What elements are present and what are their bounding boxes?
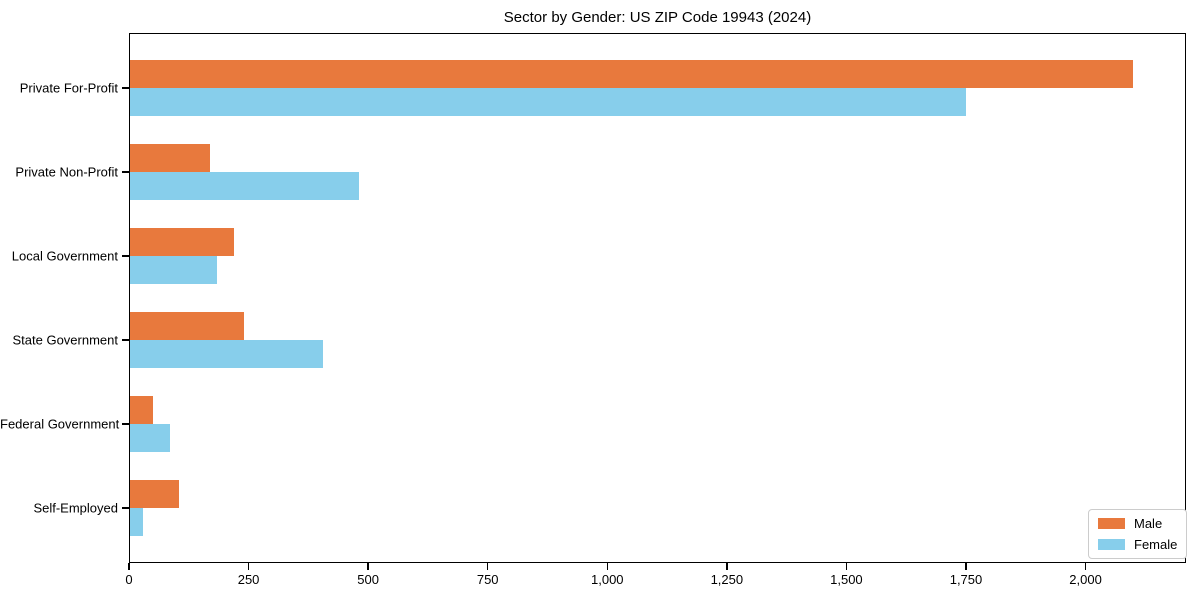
category-label-local-government: Local Government xyxy=(11,248,118,264)
y-tick-mark xyxy=(122,423,129,425)
x-tick-label-750: 750 xyxy=(476,572,499,587)
chart-title: Sector by Gender: US ZIP Code 19943 (202… xyxy=(503,9,812,26)
bar-female-federal-government xyxy=(129,424,170,452)
category-label-state-government: State Government xyxy=(12,332,119,348)
bar-female-self-employed xyxy=(129,508,144,536)
x-tick-mark xyxy=(606,563,609,570)
x-tick-mark xyxy=(965,563,967,570)
bar-male-local-government xyxy=(129,228,235,256)
y-tick-mark xyxy=(122,255,129,257)
y-tick-mark xyxy=(122,507,129,509)
legend-item-female: Female xyxy=(1098,537,1177,552)
y-tick-mark xyxy=(122,87,129,89)
x-tick-label-500: 500 xyxy=(357,572,379,587)
y-tick-mark xyxy=(122,171,129,173)
x-tick-mark xyxy=(726,563,728,570)
bar-male-private-for-profit xyxy=(129,60,1134,88)
legend-swatch-male xyxy=(1098,518,1125,529)
legend-item-male: Male xyxy=(1098,516,1177,531)
bar-male-state-government xyxy=(129,312,244,340)
x-tick-label-250: 250 xyxy=(237,572,260,587)
category-label-private-for-profit: Private For-Profit xyxy=(19,80,118,96)
x-tick-mark xyxy=(247,563,250,570)
bar-female-state-government xyxy=(129,340,323,368)
x-tick-label-1-750: 1,750 xyxy=(949,572,983,587)
category-label-private-non-profit: Private Non-Profit xyxy=(15,164,118,180)
x-tick-label-2-000: 2,000 xyxy=(1069,572,1102,587)
x-tick-label-1-250: 1,250 xyxy=(710,572,744,587)
bar-female-private-for-profit xyxy=(129,88,966,116)
x-tick-label-1-500: 1,500 xyxy=(830,572,863,587)
bar-female-local-government xyxy=(129,256,218,284)
x-tick-label-0: 0 xyxy=(125,572,133,587)
legend-label-female: Female xyxy=(1134,537,1178,552)
x-tick-mark xyxy=(1084,563,1087,570)
legend-label-male: Male xyxy=(1134,516,1163,531)
x-tick-mark xyxy=(367,563,369,570)
bar-male-self-employed xyxy=(129,480,180,508)
y-tick-mark xyxy=(122,339,129,341)
bar-male-private-non-profit xyxy=(129,144,211,172)
x-tick-label-1-000: 1,000 xyxy=(590,572,624,587)
legend-swatch-female xyxy=(1098,539,1125,550)
legend: Male Female xyxy=(1088,509,1188,559)
x-tick-mark xyxy=(128,563,130,570)
bar-male-federal-government xyxy=(129,396,153,424)
bar-female-private-non-profit xyxy=(129,172,359,200)
x-tick-mark xyxy=(486,563,489,570)
category-label-federal-government: Federal Government xyxy=(0,416,120,432)
category-label-self-employed: Self-Employed xyxy=(33,500,118,516)
x-tick-mark xyxy=(845,563,848,570)
